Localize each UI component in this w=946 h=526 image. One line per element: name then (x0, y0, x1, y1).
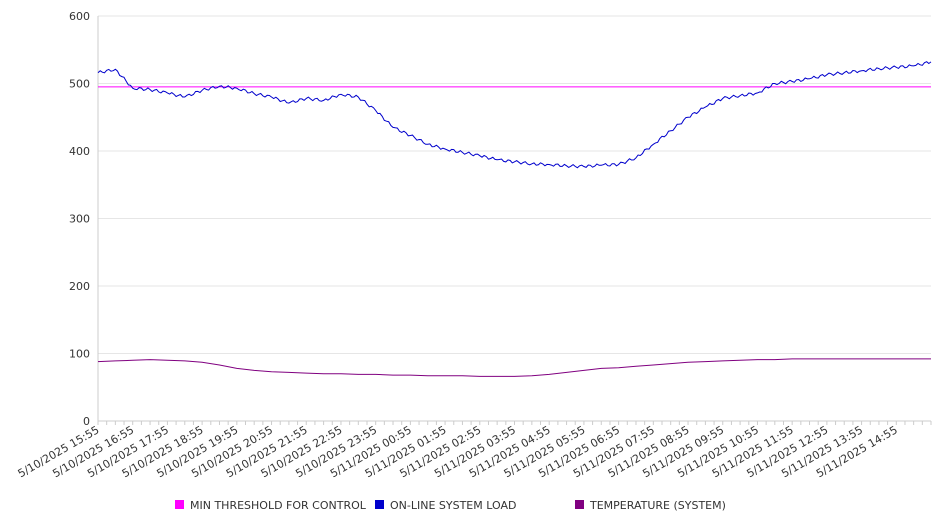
x-axis-tick-labels: 5/10/2025 15:555/10/2025 16:555/10/2025 … (16, 423, 900, 480)
y-tick-label: 0 (83, 415, 90, 428)
y-axis-tick-labels: 0 100 200 300 400 500 600 (69, 10, 90, 428)
legend-item[interactable]: TEMPERATURE (SYSTEM) (575, 499, 726, 512)
legend[interactable]: MIN THRESHOLD FOR CONTROL ON-LINE SYSTEM … (175, 499, 726, 512)
y-tick-label: 200 (69, 280, 90, 293)
legend-swatch (375, 500, 384, 509)
series-lines (97, 61, 932, 377)
legend-swatch (175, 500, 184, 509)
y-tick-label: 400 (69, 145, 90, 158)
legend-label: ON-LINE SYSTEM LOAD (390, 499, 516, 512)
y-tick-label: 600 (69, 10, 90, 23)
y-tick-label: 100 (69, 348, 90, 361)
series-line-1 (97, 61, 932, 169)
legend-item[interactable]: ON-LINE SYSTEM LOAD (375, 499, 516, 512)
legend-label: TEMPERATURE (SYSTEM) (589, 499, 726, 512)
series-line-2 (97, 358, 931, 377)
legend-item[interactable]: MIN THRESHOLD FOR CONTROL (175, 499, 367, 512)
y-tick-label: 300 (69, 213, 90, 226)
legend-label: MIN THRESHOLD FOR CONTROL (190, 499, 367, 512)
legend-swatch (575, 500, 584, 509)
grid-lines (98, 15, 931, 354)
y-tick-label: 500 (69, 78, 90, 91)
x-axis-ticks (97, 421, 932, 425)
